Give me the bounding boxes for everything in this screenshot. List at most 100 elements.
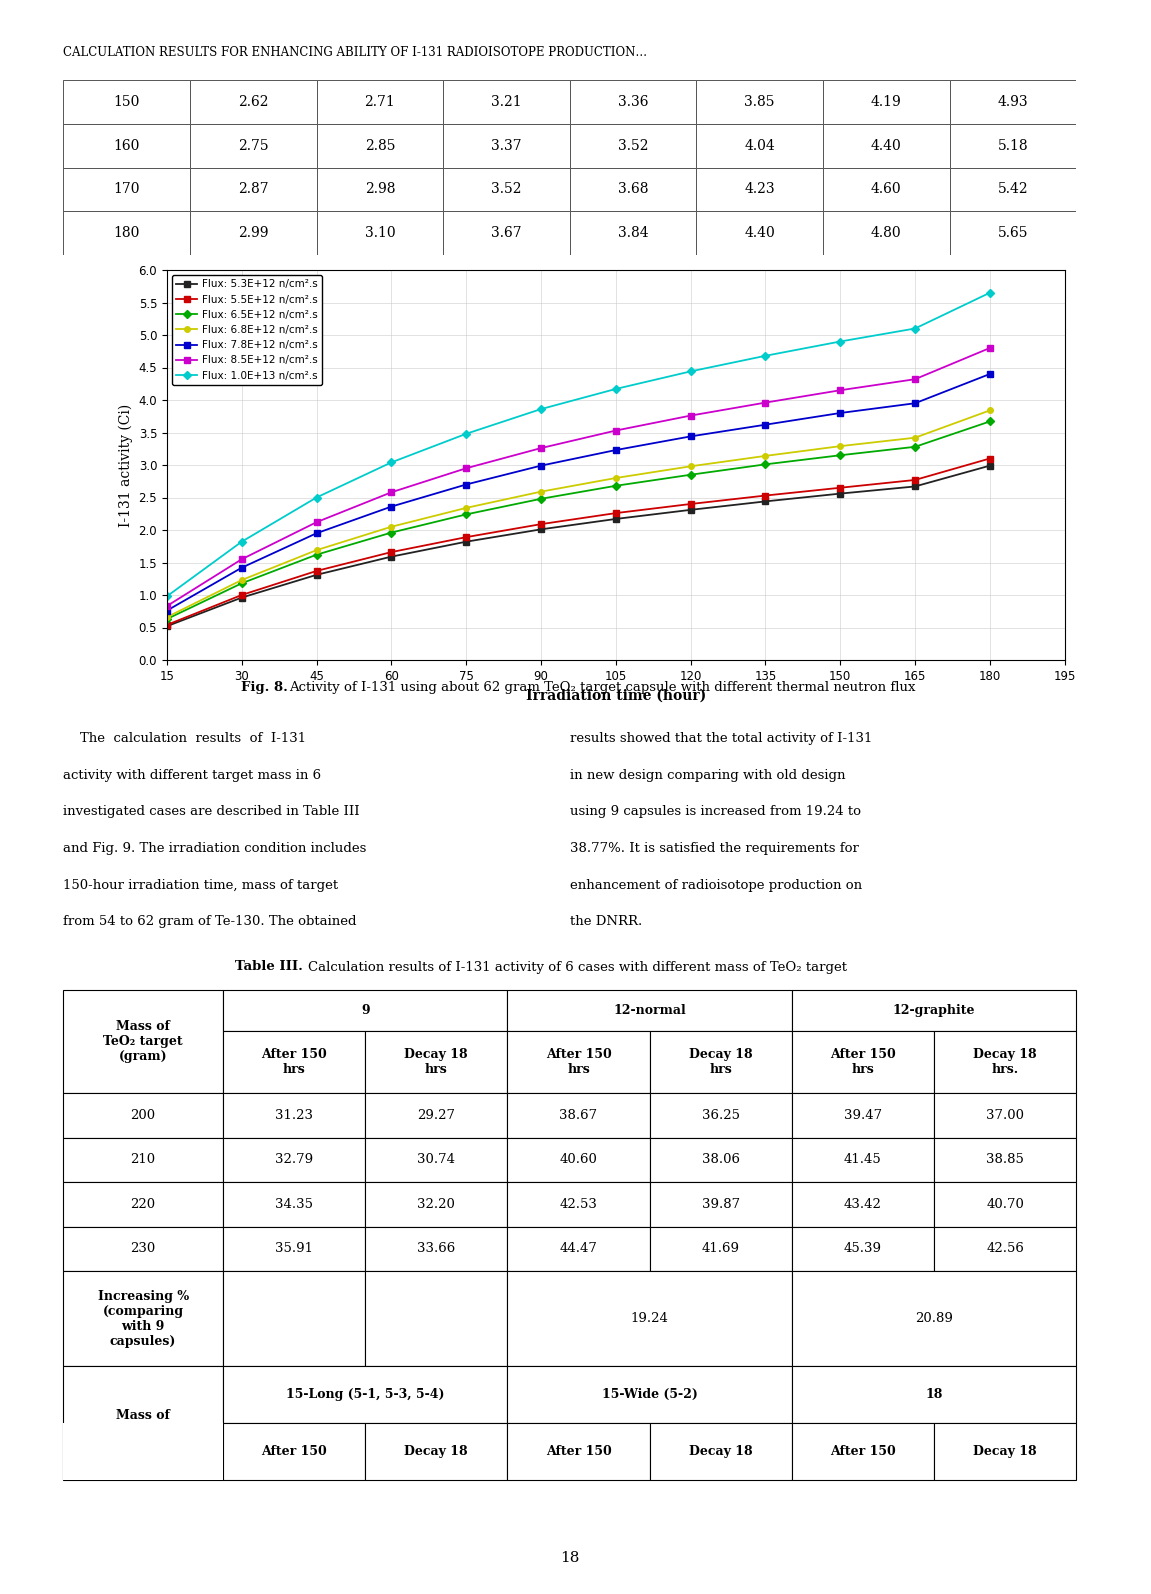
Bar	[508, 1366, 792, 1423]
Flux: 8.5E+12 n/cm².s: (105, 3.53): 8.5E+12 n/cm².s: (105, 3.53)	[609, 421, 623, 440]
Flux: 1.0E+13 n/cm².s: (45, 2.5): 1.0E+13 n/cm².s: (45, 2.5)	[310, 488, 323, 507]
Flux: 5.5E+12 n/cm².s: (30, 1): 5.5E+12 n/cm².s: (30, 1)	[235, 585, 249, 604]
Bar	[317, 80, 443, 124]
Text: After 150: After 150	[830, 1446, 895, 1459]
Text: 2.99: 2.99	[238, 226, 268, 241]
Text: Activity of I-131 using about 62 gram TeO₂ target capsule with different thermal: Activity of I-131 using about 62 gram Te…	[289, 681, 916, 693]
Text: 4.40: 4.40	[871, 139, 901, 153]
Bar	[508, 1227, 649, 1270]
Bar	[223, 1423, 365, 1479]
Bar	[792, 1366, 1076, 1423]
Line: Flux: 6.8E+12 n/cm².s: Flux: 6.8E+12 n/cm².s	[165, 408, 992, 620]
Bar	[63, 167, 190, 212]
Flux: 5.5E+12 n/cm².s: (15, 0.54): 5.5E+12 n/cm².s: (15, 0.54)	[160, 615, 174, 634]
Flux: 6.5E+12 n/cm².s: (120, 2.85): 6.5E+12 n/cm².s: (120, 2.85)	[684, 465, 698, 485]
Bar	[792, 1031, 933, 1093]
Bar	[508, 1423, 649, 1479]
Flux: 6.8E+12 n/cm².s: (120, 2.98): 6.8E+12 n/cm².s: (120, 2.98)	[684, 457, 698, 477]
Bar	[696, 80, 823, 124]
Flux: 6.8E+12 n/cm².s: (45, 1.69): 6.8E+12 n/cm².s: (45, 1.69)	[310, 540, 323, 559]
Text: Decay 18
hrs.: Decay 18 hrs.	[974, 1047, 1037, 1076]
Text: 4.40: 4.40	[745, 226, 775, 241]
Text: 36.25: 36.25	[702, 1109, 740, 1122]
Bar	[933, 1031, 1076, 1093]
Text: 18: 18	[561, 1551, 579, 1565]
Text: 45.39: 45.39	[844, 1242, 882, 1256]
Bar	[223, 1227, 365, 1270]
Flux: 8.5E+12 n/cm².s: (180, 4.8): 8.5E+12 n/cm².s: (180, 4.8)	[983, 338, 997, 357]
Text: 2.85: 2.85	[365, 139, 395, 153]
Bar	[792, 990, 1076, 1031]
Text: using 9 capsules is increased from 19.24 to: using 9 capsules is increased from 19.24…	[570, 805, 861, 818]
Bar	[443, 212, 570, 255]
Flux: 5.3E+12 n/cm².s: (105, 2.17): 5.3E+12 n/cm².s: (105, 2.17)	[609, 510, 623, 529]
Text: 38.67: 38.67	[559, 1109, 597, 1122]
Text: 180: 180	[114, 226, 139, 241]
Flux: 6.5E+12 n/cm².s: (30, 1.18): 6.5E+12 n/cm².s: (30, 1.18)	[235, 574, 249, 593]
Text: Calculation results of I-131 activity of 6 cases with different mass of TeO₂ tar: Calculation results of I-131 activity of…	[308, 961, 847, 974]
Flux: 6.8E+12 n/cm².s: (75, 2.34): 6.8E+12 n/cm².s: (75, 2.34)	[459, 499, 473, 518]
Text: results showed that the total activity of I-131: results showed that the total activity o…	[570, 732, 872, 744]
Text: 150-hour irradiation time, mass of target: 150-hour irradiation time, mass of targe…	[63, 878, 338, 891]
Flux: 6.5E+12 n/cm².s: (45, 1.62): 6.5E+12 n/cm².s: (45, 1.62)	[310, 545, 323, 564]
Bar	[365, 1138, 508, 1183]
Flux: 7.8E+12 n/cm².s: (180, 4.4): 7.8E+12 n/cm².s: (180, 4.4)	[983, 365, 997, 384]
Bar	[696, 124, 823, 167]
Text: CALCULATION RESULTS FOR ENHANCING ABILITY OF I-131 RADIOISOTOPE PRODUCTION…: CALCULATION RESULTS FOR ENHANCING ABILIT…	[63, 46, 647, 59]
Bar	[792, 1270, 1076, 1366]
Text: 4.60: 4.60	[871, 182, 901, 196]
Bar	[190, 80, 317, 124]
X-axis label: Irradiation time (hour): Irradiation time (hour)	[526, 689, 706, 703]
Flux: 1.0E+13 n/cm².s: (30, 1.82): 1.0E+13 n/cm².s: (30, 1.82)	[235, 532, 249, 552]
Flux: 5.5E+12 n/cm².s: (150, 2.65): 5.5E+12 n/cm².s: (150, 2.65)	[833, 478, 847, 497]
Text: 150: 150	[114, 96, 139, 108]
Text: 30.74: 30.74	[418, 1154, 456, 1167]
Bar	[365, 1183, 508, 1227]
Text: 44.47: 44.47	[559, 1242, 597, 1256]
Bar	[649, 1183, 792, 1227]
Text: 2.87: 2.87	[238, 182, 268, 196]
Text: Decay 18
hrs: Decay 18 hrs	[404, 1047, 468, 1076]
Text: 3.36: 3.36	[618, 96, 648, 108]
Bar	[950, 80, 1076, 124]
Bar	[190, 167, 317, 212]
Flux: 6.5E+12 n/cm².s: (105, 2.68): 6.5E+12 n/cm².s: (105, 2.68)	[609, 477, 623, 496]
Bar	[792, 1227, 933, 1270]
Text: 3.21: 3.21	[491, 96, 521, 108]
Flux: 8.5E+12 n/cm².s: (15, 0.83): 8.5E+12 n/cm².s: (15, 0.83)	[160, 596, 174, 615]
Flux: 5.3E+12 n/cm².s: (15, 0.52): 5.3E+12 n/cm².s: (15, 0.52)	[160, 617, 174, 636]
Y-axis label: I-131 activity (Ci): I-131 activity (Ci)	[119, 403, 134, 526]
Text: 42.56: 42.56	[986, 1242, 1024, 1256]
Flux: 5.5E+12 n/cm².s: (45, 1.37): 5.5E+12 n/cm².s: (45, 1.37)	[310, 561, 323, 580]
Flux: 6.8E+12 n/cm².s: (150, 3.29): 6.8E+12 n/cm².s: (150, 3.29)	[833, 437, 847, 456]
Flux: 7.8E+12 n/cm².s: (45, 1.95): 7.8E+12 n/cm².s: (45, 1.95)	[310, 524, 323, 544]
Flux: 1.0E+13 n/cm².s: (90, 3.86): 1.0E+13 n/cm².s: (90, 3.86)	[534, 400, 548, 419]
Bar	[223, 1093, 365, 1138]
Text: 3.84: 3.84	[618, 226, 648, 241]
Text: 2.98: 2.98	[365, 182, 395, 196]
Text: 220: 220	[130, 1197, 155, 1211]
Text: in new design comparing with old design: in new design comparing with old design	[570, 768, 845, 781]
Text: Decay 18: Decay 18	[404, 1446, 468, 1459]
Flux: 1.0E+13 n/cm².s: (120, 4.44): 1.0E+13 n/cm².s: (120, 4.44)	[684, 362, 698, 381]
Bar	[223, 1138, 365, 1183]
Flux: 5.5E+12 n/cm².s: (75, 1.89): 5.5E+12 n/cm².s: (75, 1.89)	[459, 528, 473, 547]
Flux: 6.8E+12 n/cm².s: (90, 2.59): 6.8E+12 n/cm².s: (90, 2.59)	[534, 481, 548, 501]
Flux: 6.5E+12 n/cm².s: (60, 1.96): 6.5E+12 n/cm².s: (60, 1.96)	[384, 523, 398, 542]
Bar	[950, 167, 1076, 212]
Text: 3.52: 3.52	[618, 139, 648, 153]
Flux: 8.5E+12 n/cm².s: (30, 1.55): 8.5E+12 n/cm².s: (30, 1.55)	[235, 550, 249, 569]
Flux: 5.5E+12 n/cm².s: (60, 1.66): 5.5E+12 n/cm².s: (60, 1.66)	[384, 542, 398, 561]
Flux: 8.5E+12 n/cm².s: (120, 3.76): 8.5E+12 n/cm².s: (120, 3.76)	[684, 406, 698, 426]
Flux: 5.3E+12 n/cm².s: (120, 2.31): 5.3E+12 n/cm².s: (120, 2.31)	[684, 501, 698, 520]
Line: Flux: 5.5E+12 n/cm².s: Flux: 5.5E+12 n/cm².s	[165, 456, 992, 628]
Flux: 1.0E+13 n/cm².s: (135, 4.68): 1.0E+13 n/cm².s: (135, 4.68)	[759, 346, 772, 365]
Text: After 150
hrs: After 150 hrs	[261, 1047, 327, 1076]
Bar	[933, 1138, 1076, 1183]
Text: 35.91: 35.91	[275, 1242, 313, 1256]
Bar	[792, 1138, 933, 1183]
Text: 4.80: 4.80	[871, 226, 901, 241]
Bar	[792, 1423, 933, 1479]
Flux: 6.8E+12 n/cm².s: (15, 0.66): 6.8E+12 n/cm².s: (15, 0.66)	[160, 607, 174, 626]
Flux: 5.5E+12 n/cm².s: (120, 2.4): 5.5E+12 n/cm².s: (120, 2.4)	[684, 494, 698, 513]
